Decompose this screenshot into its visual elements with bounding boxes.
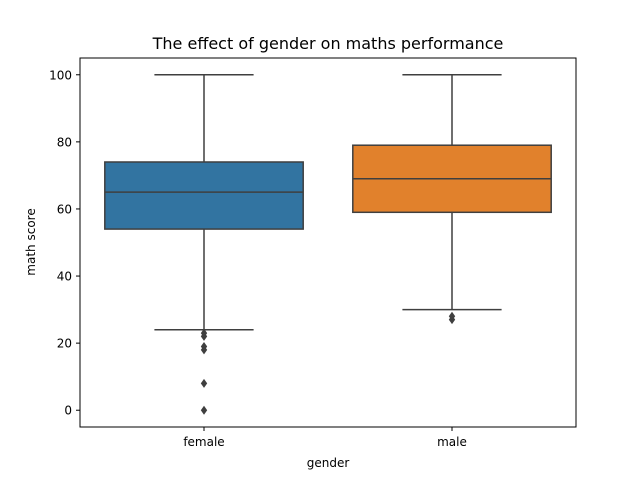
x-tick-label: female — [183, 435, 224, 449]
outlier-point — [200, 341, 208, 351]
y-tick-label: 80 — [57, 135, 72, 149]
plot-frame — [79, 57, 577, 428]
y-tick-label: 100 — [49, 68, 72, 82]
y-axis-label: math score — [24, 208, 38, 275]
x-axis-label: gender — [307, 456, 350, 470]
y-axis: 0 20 40 60 80 100 — [49, 68, 80, 418]
x-tick-label: male — [437, 435, 467, 449]
x-axis: female male — [183, 427, 467, 449]
y-tick-label: 0 — [64, 404, 72, 418]
box-group-male — [352, 74, 552, 325]
y-tick-label: 40 — [57, 270, 72, 284]
outlier-point — [200, 328, 208, 338]
plot-area — [104, 74, 552, 415]
outlier-point — [448, 311, 456, 321]
y-tick-label: 60 — [57, 202, 72, 216]
y-tick-label: 20 — [57, 337, 72, 351]
chart-title: The effect of gender on maths performanc… — [152, 34, 504, 53]
outlier-point — [200, 405, 208, 415]
box-female — [104, 161, 304, 230]
box-group-female — [104, 74, 304, 415]
outlier-point — [200, 378, 208, 388]
